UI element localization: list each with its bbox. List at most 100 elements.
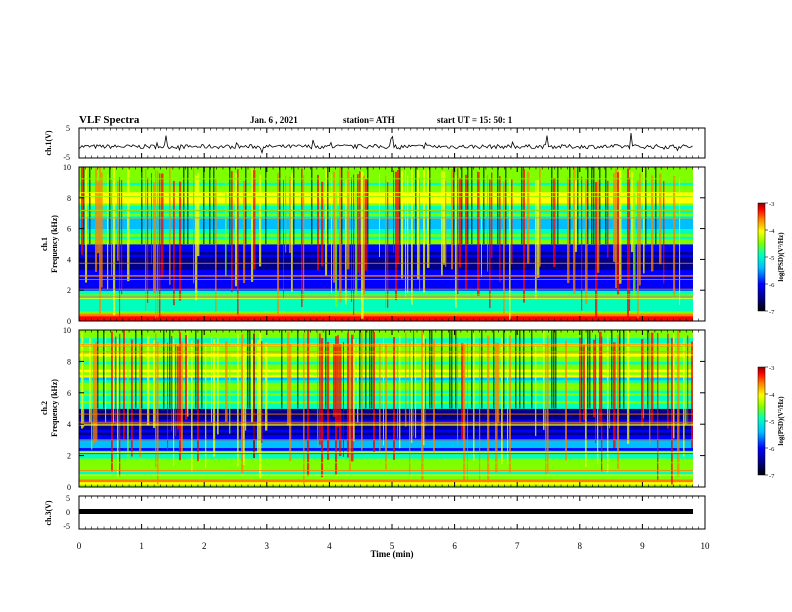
spectrogram-burst xyxy=(319,333,321,445)
spectrogram-burst xyxy=(455,175,457,308)
spectrogram-burst xyxy=(487,175,489,272)
spectrogram-gap xyxy=(431,330,433,409)
spectrogram-band xyxy=(79,479,693,483)
spectrogram-burst xyxy=(427,169,430,268)
spectrogram-burst xyxy=(175,344,177,437)
ch1-spectrogram-ylabel: ch.1Frequency (kHz) xyxy=(40,215,59,273)
spectrogram-burst xyxy=(157,171,159,318)
spectrogram-burst xyxy=(81,332,84,429)
spectrogram-gap xyxy=(169,330,171,409)
spectrogram-burst xyxy=(217,338,219,435)
spectrogram-carrier xyxy=(79,351,693,353)
spectrogram-burst xyxy=(649,332,651,445)
time-axis-tick-label: 2 xyxy=(202,541,207,551)
spectrogram-burst xyxy=(489,179,491,309)
spectrogram-burst xyxy=(619,169,622,284)
spectrogram-nodata xyxy=(693,167,705,321)
spectrogram-burst xyxy=(379,173,380,257)
spectrogram-burst xyxy=(251,168,254,282)
spectrogram-burst xyxy=(177,345,179,430)
spectrogram-burst xyxy=(195,175,198,301)
ch2-spectrogram-image xyxy=(79,330,705,488)
spectrogram-carrier xyxy=(79,262,693,264)
spectrogram-burst xyxy=(463,344,466,480)
spectrogram-burst xyxy=(335,336,338,475)
spectrogram-burst xyxy=(585,338,587,467)
spectrogram-gap xyxy=(605,167,607,244)
spectrogram-burst xyxy=(673,176,676,297)
spectrogram-burst xyxy=(397,170,400,265)
spectrogram-burst xyxy=(401,170,404,279)
spectrogram-burst xyxy=(643,168,645,274)
spectrogram-gap xyxy=(557,167,559,244)
spectrogram-burst xyxy=(497,343,500,423)
spectrogram-burst xyxy=(633,176,636,297)
spectrogram-burst xyxy=(347,170,350,270)
spectrogram-burst xyxy=(151,173,152,265)
spectrogram-burst xyxy=(411,169,413,305)
spectrogram-burst xyxy=(445,180,447,267)
spectrogram-burst xyxy=(331,173,332,293)
spectrogram-burst xyxy=(121,180,123,295)
ch2-colorbar-label: log(PSD)(V²/Hz) xyxy=(777,396,785,446)
spectrogram-burst xyxy=(523,169,525,303)
spectrogram-burst xyxy=(663,180,665,284)
spectrogram-burst xyxy=(651,332,654,423)
spectrogram-burst xyxy=(317,174,319,271)
ch1-spectrogram-ytick-label: 6 xyxy=(67,225,71,234)
spectrogram-burst xyxy=(259,332,262,479)
spectrogram-gap xyxy=(83,167,85,244)
spectrogram-burst xyxy=(583,344,586,420)
spectrogram-burst xyxy=(393,337,395,460)
spectrogram-burst xyxy=(393,170,395,253)
time-axis-label: Time (min) xyxy=(370,549,413,559)
spectrogram-burst xyxy=(457,168,459,294)
spectrogram-burst xyxy=(321,181,324,267)
ch2-colorbar xyxy=(757,366,766,476)
spectrogram-burst xyxy=(157,341,159,485)
spectrogram-burst xyxy=(89,337,91,423)
ch1-voltage-ytick-top: 5 xyxy=(66,124,70,133)
spectrogram-carrier xyxy=(79,217,693,219)
time-axis-tick-label: 9 xyxy=(640,541,645,551)
spectrogram-carrier xyxy=(79,421,693,423)
spectrogram-burst xyxy=(595,182,598,320)
spectrogram-burst xyxy=(671,337,673,485)
ch2-colorbar-tick-label: -5 xyxy=(769,419,774,426)
spectrogram-burst xyxy=(333,344,336,417)
spectrogram-band xyxy=(79,313,693,317)
ch1-voltage-trace xyxy=(78,133,693,155)
spectrogram-gap xyxy=(441,330,443,409)
ch1-spectrogram-ytick-label: 0 xyxy=(67,317,71,326)
spectrogram-gap xyxy=(163,330,165,409)
spectrogram-burst xyxy=(303,175,305,301)
spectrogram-band xyxy=(79,481,693,485)
spectrogram-burst xyxy=(321,338,324,478)
spectrogram-gap xyxy=(359,330,361,409)
spectrogram-burst xyxy=(225,174,227,277)
spectrogram-burst xyxy=(595,334,597,444)
spectrogram-gap xyxy=(103,330,105,409)
spectrogram-burst xyxy=(687,335,689,425)
spectrogram-carrier xyxy=(79,192,693,194)
ch2-colorbar-tick-label: -6 xyxy=(769,446,775,453)
ch3-voltage-ytick-label: 0 xyxy=(66,508,70,517)
spectrogram-burst xyxy=(607,333,609,473)
ch2-colorbar-tick-label: -3 xyxy=(769,365,774,372)
spectrogram-burst xyxy=(405,170,407,298)
spectrogram-carrier xyxy=(79,474,693,476)
spectrogram-burst xyxy=(385,344,387,470)
spectrogram-burst xyxy=(461,343,464,440)
spectrogram-burst xyxy=(677,330,680,477)
spectrogram-burst xyxy=(287,331,290,426)
spectrogram-gap xyxy=(229,167,231,244)
spectrogram-gap xyxy=(647,330,649,409)
spectrogram-burst xyxy=(119,177,121,318)
spectrogram-burst xyxy=(361,171,364,319)
spectrogram-burst xyxy=(243,343,245,465)
spectrogram-gap xyxy=(471,167,473,244)
spectrogram-gap xyxy=(555,330,557,409)
spectrogram-burst xyxy=(357,174,359,273)
spectrogram-burst xyxy=(117,338,119,478)
spectrogram-burst xyxy=(395,171,398,301)
